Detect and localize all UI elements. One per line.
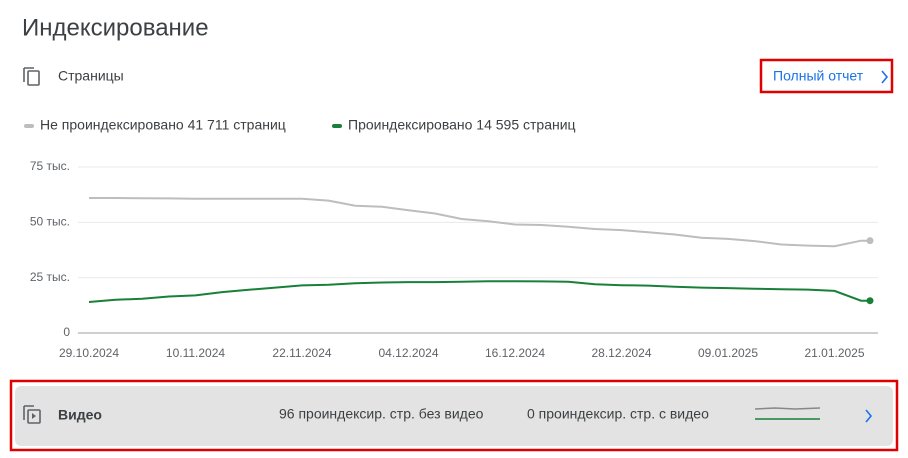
- video-icon: [23, 405, 41, 424]
- legend-swatch: [332, 124, 342, 128]
- legend-label: Не проиндексировано 41 711 страниц: [40, 117, 286, 133]
- video-stat: 96 проиндексир. стр. без видео: [279, 406, 484, 422]
- x-tick-label: 04.12.2024: [378, 346, 438, 360]
- x-tick-label: 10.11.2024: [166, 346, 225, 360]
- chevron-icon: [881, 70, 889, 84]
- chevron-icon[interactable]: [865, 409, 873, 423]
- pages-icon: [23, 67, 40, 86]
- video-row[interactable]: [15, 386, 893, 446]
- highlight-box: [759, 58, 894, 94]
- x-tick-label: 21.01.2025: [804, 346, 864, 360]
- sparkline: [754, 407, 821, 410]
- full-report-text[interactable]: Полный отчет: [773, 68, 864, 84]
- series-line: [88, 280, 870, 303]
- x-tick-label: 16.12.2024: [485, 346, 545, 360]
- chart: Не проиндексировано 41 711 страниц Проинд…: [24, 117, 878, 360]
- highlight-box: [9, 379, 899, 452]
- full-report-link[interactable]: Полный отчет: [773, 68, 889, 84]
- video-stat: 0 проиндексир. стр. с видео: [527, 406, 709, 422]
- y-tick-label: 0: [63, 325, 70, 339]
- video-title: Видео: [58, 407, 102, 423]
- end-point: [866, 297, 874, 305]
- x-tick-label: 22.11.2024: [272, 346, 331, 360]
- y-tick-label: 50 тыс.: [30, 215, 70, 229]
- section-label: Страницы: [58, 68, 124, 84]
- x-tick-label: 09.01.2025: [698, 346, 758, 360]
- x-tick-label: 29.10.2024: [59, 346, 119, 360]
- x-tick-label: 28.12.2024: [591, 346, 651, 360]
- legend-swatch: [24, 124, 34, 128]
- series-line: [89, 197, 870, 248]
- legend-label: Проиндексировано 14 595 страниц: [348, 117, 576, 133]
- y-tick-label: 25 тыс.: [30, 270, 70, 284]
- end-point: [866, 237, 874, 245]
- page-title: Индексирование: [22, 14, 209, 41]
- y-tick-label: 75 тыс.: [30, 159, 70, 173]
